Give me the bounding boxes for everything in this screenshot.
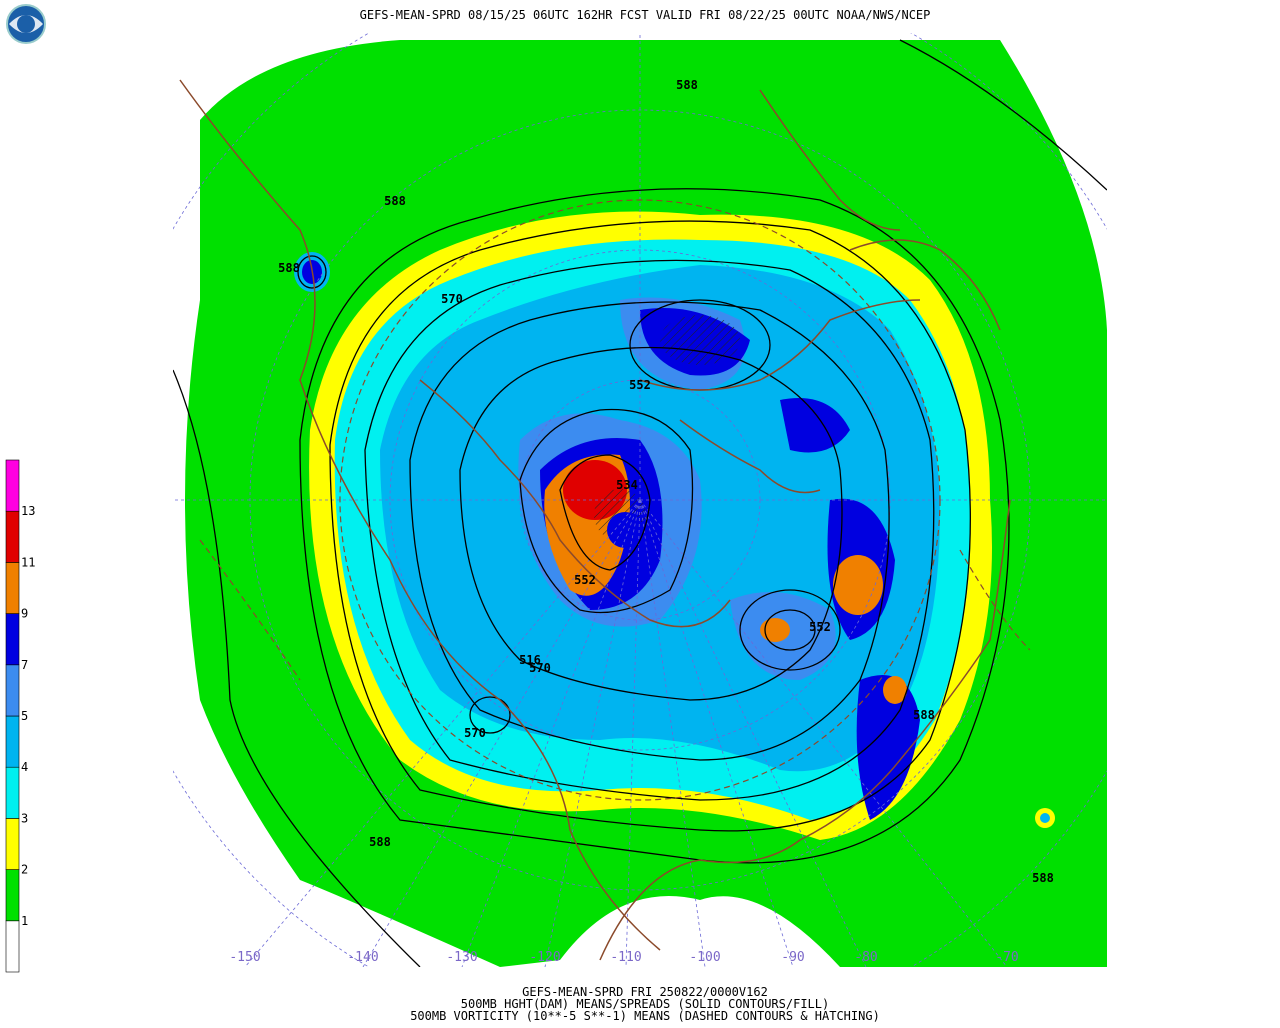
contour-label: 552 (809, 620, 831, 634)
contour-label: 588 (278, 261, 300, 275)
contour-label: 552 (629, 378, 651, 392)
title: GEFS-MEAN-SPRD 08/15/25 06UTC 162HR FCST… (360, 8, 931, 22)
contour-label: 588 (384, 194, 406, 208)
footer-line: GEFS-MEAN-SPRD FRI 250822/0000V162 (522, 985, 768, 999)
noaa-logo (6, 4, 46, 44)
colorbar-box (5, 766, 20, 819)
longitude-label: -90 (781, 950, 804, 965)
contour-labels: 588 588 588 588 588 588 570 570 570 552 552 552 534 5… (278, 78, 1054, 885)
colorbar-label: 7 (21, 658, 28, 672)
contour-label: 534 (616, 478, 638, 492)
contour-label: 570 (529, 661, 551, 675)
colorbar-label: 3 (21, 811, 28, 825)
contour-label: 588 (676, 78, 698, 92)
colorbar-label: 9 (21, 607, 28, 621)
colorbar-label: 11 (21, 555, 35, 569)
colorbar-label: 4 (21, 760, 28, 774)
longitude-label: -150 (229, 950, 260, 965)
longitude-label: -140 (347, 950, 378, 965)
map (173, 33, 1107, 967)
longitude-label: -120 (529, 950, 560, 965)
footer-line: 500MB HGHT(DAM) MEANS/SPREADS (SOLID CON… (461, 997, 829, 1011)
colorbar-box (5, 818, 20, 870)
contour-label: 588 (1032, 871, 1054, 885)
footer-line: 500MB VORTICITY (10**-5 S**-1) MEANS (DA… (410, 1009, 880, 1023)
colorbar-label: 2 (21, 863, 28, 877)
contour-label: 588 (913, 708, 935, 722)
colorbar: 1 2 3 4 5 7 9 11 13 (5, 459, 35, 973)
longitude-labels: -150 -140 -130 -120 -110 -100 -90 -80 -70 (229, 950, 1018, 965)
contour-label: 570 (441, 292, 463, 306)
longitude-label: -100 (689, 950, 720, 965)
contour-label: 570 (464, 726, 486, 740)
colorbar-box (5, 920, 20, 973)
longitude-label: -130 (446, 950, 477, 965)
colorbar-box (5, 715, 20, 768)
colorbar-box (5, 869, 20, 922)
longitude-label: -70 (995, 950, 1018, 965)
colorbar-label: 13 (21, 504, 35, 518)
colorbar-box (5, 562, 20, 614)
colorbar-label: 5 (21, 709, 28, 723)
contour-label: 588 (369, 835, 391, 849)
longitude-label: -80 (854, 950, 877, 965)
contour-label: 552 (574, 573, 596, 587)
colorbar-label: 1 (21, 914, 28, 928)
colorbar-box (5, 613, 20, 666)
longitude-label: -110 (610, 950, 641, 965)
contour-label: 516 (519, 653, 541, 667)
colorbar-box (5, 459, 20, 512)
colorbar-box (5, 664, 20, 717)
colorbar-box (5, 510, 20, 563)
